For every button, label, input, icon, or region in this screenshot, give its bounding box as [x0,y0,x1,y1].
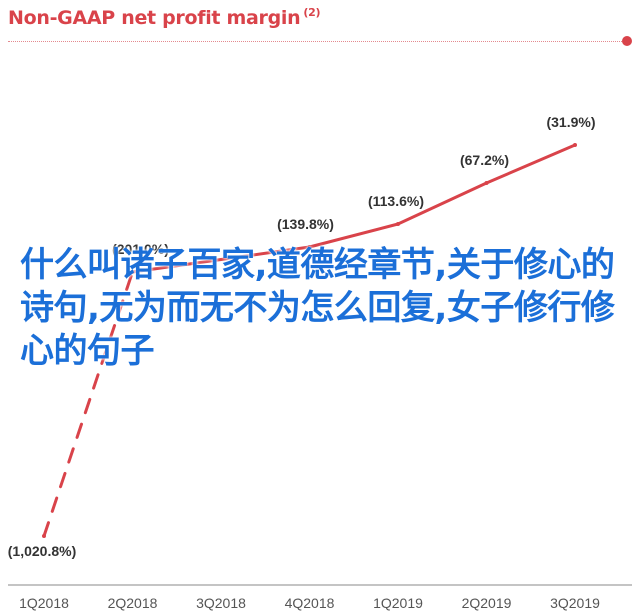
x-tick-label: 3Q2018 [196,595,246,611]
data-label: (1,020.8%) [8,543,76,559]
data-label: (31.9%) [546,114,595,130]
series-line-segment [131,245,311,274]
series-line-segment [485,143,577,185]
chart-title: Non-GAAP net profit margin (2) [8,6,320,29]
series-line-segment [308,222,400,249]
title-divider [8,41,628,42]
data-point [396,222,400,226]
series-line-segment [42,270,134,538]
data-label: (139.8%) [277,216,334,232]
data-label: (201.0%) [112,241,169,257]
chart-title-text: Non-GAAP net profit margin [8,7,301,29]
chart-title-note: (2) [303,6,321,19]
x-tick-label: 3Q2019 [550,595,600,611]
data-label: (113.6%) [368,193,424,209]
x-tick-label: 4Q2018 [285,595,335,611]
data-label: (67.2%) [460,152,509,168]
data-point [42,534,46,538]
x-tick-label: 1Q2019 [373,595,423,611]
overlay-caption: 什么叫诸子百家,道德经章节,关于修心的诗句,无为而无不为怎么回复,女子修行修心的… [20,245,615,371]
series-line-segment [396,181,488,226]
x-tick-label: 2Q2018 [108,595,158,611]
data-point [307,245,312,249]
x-tick-label: 1Q2018 [19,595,69,611]
title-divider-dot [622,36,632,46]
data-point [573,143,577,147]
data-point [130,270,135,274]
x-tick-label: 2Q2019 [462,595,512,611]
data-point [484,181,489,185]
